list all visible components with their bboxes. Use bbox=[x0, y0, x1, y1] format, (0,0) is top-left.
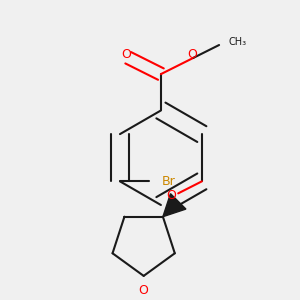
Text: O: O bbox=[166, 189, 176, 203]
Text: CH₃: CH₃ bbox=[228, 37, 246, 47]
Text: O: O bbox=[187, 48, 197, 61]
Polygon shape bbox=[163, 194, 186, 217]
Text: Br: Br bbox=[162, 175, 176, 188]
Text: O: O bbox=[139, 284, 148, 297]
Text: O: O bbox=[122, 48, 131, 61]
